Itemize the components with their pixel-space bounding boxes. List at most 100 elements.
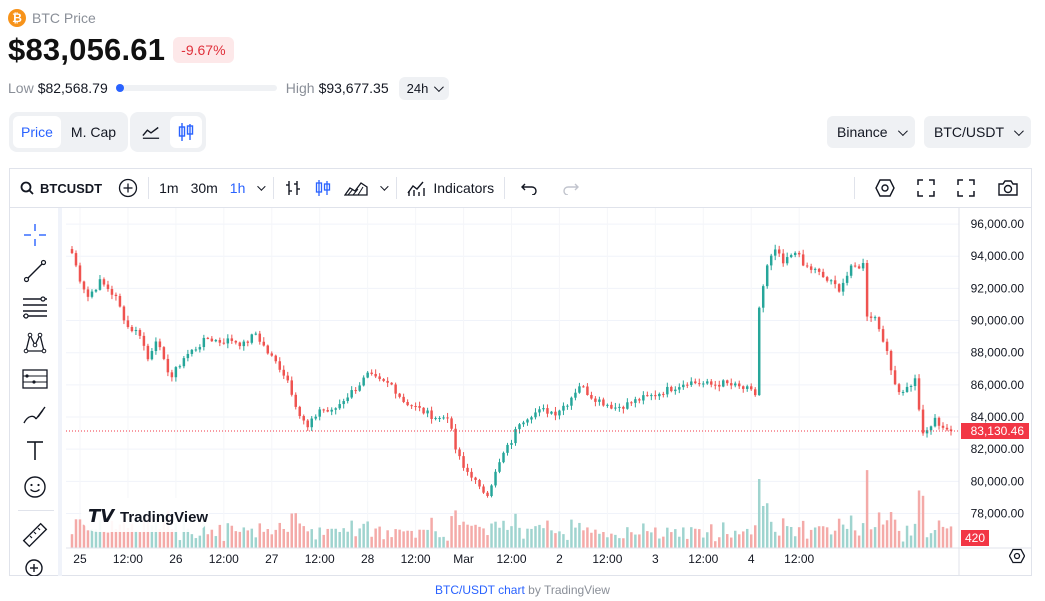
volume-bar xyxy=(769,521,773,548)
candle-body xyxy=(614,407,617,409)
expand-icon xyxy=(957,179,975,197)
volume-bar xyxy=(626,527,629,548)
volume-bar xyxy=(825,527,829,548)
x-tick-label: 12:00 xyxy=(401,552,431,566)
candle-body xyxy=(853,265,857,267)
price-chart[interactable]: 96,000.00 94,000.00 92,000.00 90,000.00 88,0… xyxy=(66,208,1031,576)
candle-body xyxy=(306,420,309,428)
candle-body xyxy=(438,418,441,420)
volume-bar xyxy=(909,535,913,548)
candle-body xyxy=(362,377,365,386)
candle-body xyxy=(198,347,202,350)
x-tick-label: 27 xyxy=(265,552,279,566)
candle-body xyxy=(761,286,765,308)
candle-body xyxy=(574,392,577,398)
candle-body xyxy=(370,372,373,374)
forecast-tool[interactable] xyxy=(22,366,48,392)
interval-30m[interactable]: 30m xyxy=(190,180,218,196)
price-row: $83,056.61 -9.67% xyxy=(8,32,234,68)
fib-retracement-tool[interactable] xyxy=(22,294,48,320)
candle-body xyxy=(666,386,669,395)
market-cap-toggle[interactable]: M. Cap xyxy=(70,124,117,140)
text-tool[interactable] xyxy=(22,438,48,464)
period-dropdown[interactable]: 24h xyxy=(398,76,450,100)
crosshair-tool[interactable] xyxy=(22,222,48,248)
volume-bar xyxy=(921,495,925,548)
volume-bar xyxy=(458,525,461,548)
candle-body xyxy=(262,341,266,346)
settings-button[interactable] xyxy=(869,174,901,202)
volume-bar xyxy=(662,536,665,548)
measure-tool[interactable] xyxy=(22,522,48,548)
undo-button[interactable] xyxy=(515,174,543,202)
exchange-dropdown[interactable]: Binance xyxy=(827,116,915,148)
symbol-search[interactable]: BTCUSDT xyxy=(14,174,108,202)
candle-body xyxy=(182,358,186,367)
chart-settings-gear[interactable] xyxy=(1008,548,1026,569)
bars-style-button[interactable] xyxy=(278,174,308,202)
compare-symbol-button[interactable] xyxy=(112,174,144,202)
indicators-button[interactable]: Indicators xyxy=(401,174,500,202)
candle-body xyxy=(214,340,218,342)
metric-toggle: Price M. Cap xyxy=(9,112,129,152)
emoji-tool[interactable] xyxy=(22,474,48,500)
volume-bar xyxy=(358,528,361,548)
brush-tool[interactable] xyxy=(22,402,48,428)
interval-1h[interactable]: 1h xyxy=(229,180,246,196)
candle-body xyxy=(702,383,705,385)
candle-body xyxy=(266,345,270,354)
candle-body xyxy=(102,279,106,285)
volume-bar xyxy=(809,529,813,548)
volume-bar xyxy=(94,529,98,548)
volume-bar xyxy=(450,516,453,548)
volume-bar xyxy=(258,523,262,548)
candle-body xyxy=(258,333,262,342)
chart-style-menu-button[interactable] xyxy=(374,174,392,202)
chart-link[interactable]: BTC/USDT chart xyxy=(435,583,525,597)
snapshot-button[interactable] xyxy=(991,174,1025,202)
price-toggle[interactable]: Price xyxy=(13,116,61,148)
candle-body xyxy=(769,255,773,266)
volume-bar xyxy=(885,520,889,548)
candle-body xyxy=(749,386,753,390)
candle-body xyxy=(781,253,785,264)
candle-body xyxy=(346,397,349,402)
volume-bar xyxy=(710,524,713,548)
redo-button[interactable] xyxy=(557,174,585,202)
pattern-tool[interactable] xyxy=(22,330,48,356)
interval-1m[interactable]: 1m xyxy=(159,180,179,196)
candle-body xyxy=(845,275,849,283)
zoom-in-icon xyxy=(25,559,43,576)
volume-bar xyxy=(130,523,134,548)
candle-body xyxy=(670,386,673,392)
candlestick-icon[interactable] xyxy=(170,116,202,148)
x-tick-label: 12:00 xyxy=(496,552,526,566)
volume-bar xyxy=(482,528,485,548)
volume-bar xyxy=(434,531,437,548)
volume-bar xyxy=(214,536,218,548)
y-tick-label: 94,000.00 xyxy=(971,249,1025,263)
volume-bar xyxy=(765,503,769,548)
area-style-button[interactable] xyxy=(338,174,374,202)
volume-bar xyxy=(749,534,753,548)
candles-style-button[interactable] xyxy=(308,174,338,202)
candle-body xyxy=(70,249,74,254)
volume-bar xyxy=(254,537,258,548)
volume-bar xyxy=(761,505,765,548)
volume-bar xyxy=(869,529,873,548)
volume-bar xyxy=(805,538,809,548)
trend-line-tool[interactable] xyxy=(22,258,48,284)
current-price: $83,056.61 xyxy=(8,32,166,67)
interval-menu-button[interactable] xyxy=(251,174,269,202)
bitcoin-logo-icon: ₿ xyxy=(8,9,26,27)
volume-bar xyxy=(222,540,226,548)
zoom-in-tool[interactable] xyxy=(22,558,48,576)
candle-body xyxy=(378,376,381,380)
pair-dropdown[interactable]: BTC/USDT xyxy=(924,116,1031,148)
fullscreen-button[interactable] xyxy=(911,174,941,202)
expand-button[interactable] xyxy=(951,174,981,202)
candle-body xyxy=(514,429,517,444)
volume-bar xyxy=(238,531,242,548)
candle-body xyxy=(210,338,214,342)
line-chart-icon[interactable] xyxy=(134,116,168,148)
